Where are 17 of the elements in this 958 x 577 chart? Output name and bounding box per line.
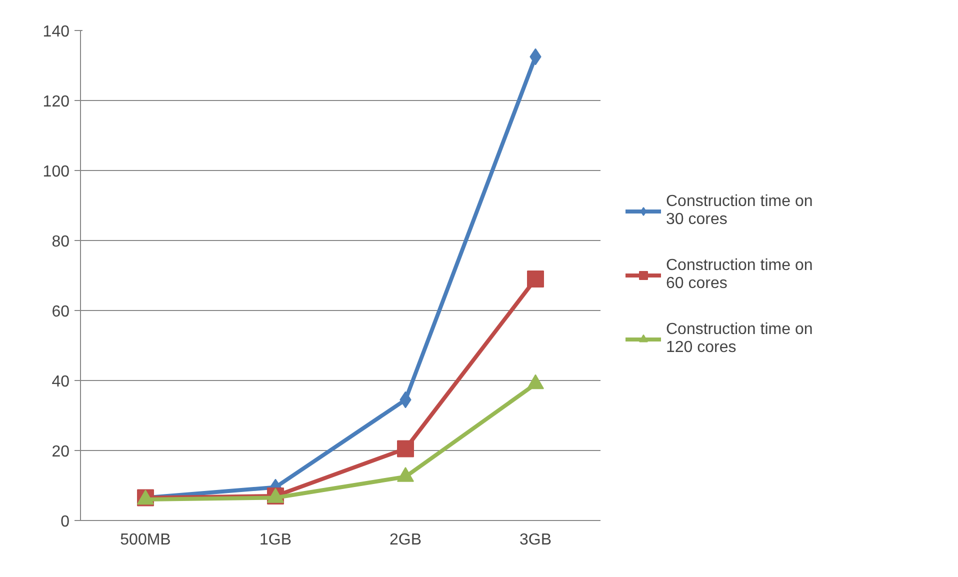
y-tick-label: 20 bbox=[52, 444, 70, 460]
y-tick-label: 80 bbox=[52, 234, 70, 250]
y-tick-label: 100 bbox=[42, 164, 70, 180]
x-tick-label: 1GB bbox=[259, 532, 292, 548]
y-tick-label: 60 bbox=[52, 304, 70, 320]
y-tick-label: 0 bbox=[60, 514, 70, 530]
legend-label: Construction time on 60 cores bbox=[666, 256, 813, 294]
legend-label: Construction time on 30 cores bbox=[666, 192, 813, 230]
y-tick-label: 120 bbox=[42, 94, 70, 110]
x-tick-label: 2GB bbox=[389, 532, 422, 548]
point bbox=[527, 270, 544, 288]
x-tick-label: 3GB bbox=[519, 532, 552, 548]
x-tick-label: 500MB bbox=[120, 532, 171, 548]
y-tick-label: 40 bbox=[52, 374, 70, 390]
legend-label: Construction time on 120 cores bbox=[666, 320, 813, 358]
y-tick-label: 140 bbox=[42, 24, 70, 40]
point bbox=[397, 440, 414, 458]
